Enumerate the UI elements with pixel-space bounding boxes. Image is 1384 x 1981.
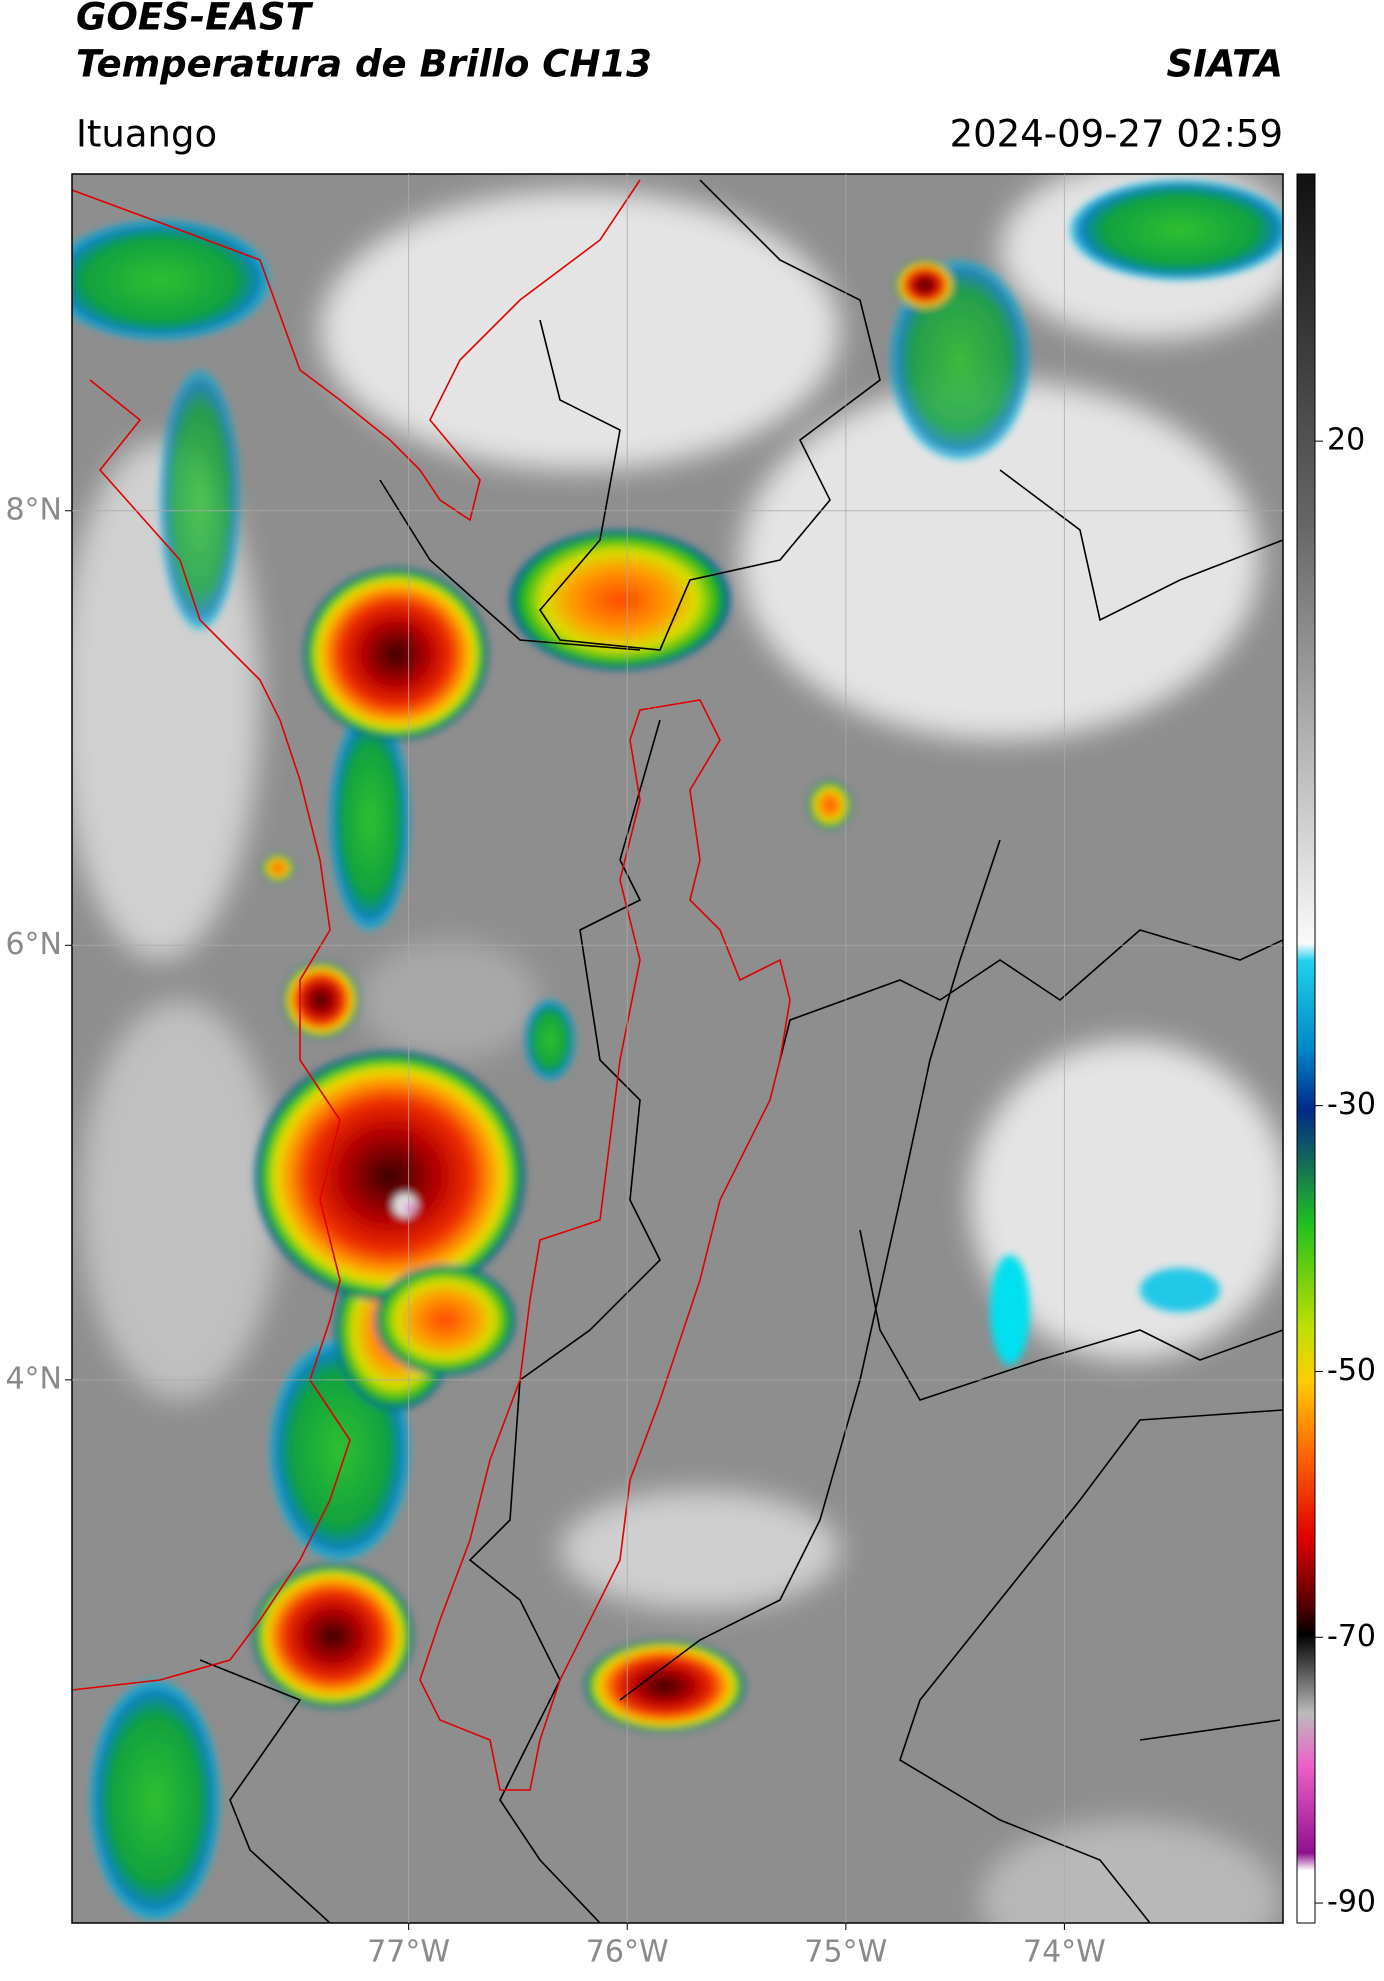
location: Ituango <box>76 113 217 156</box>
x-tick-label: 75°W <box>804 1935 887 1970</box>
colorbar <box>1296 173 1316 1924</box>
y-tick-label: 4°N <box>5 1361 62 1396</box>
satellite-image <box>72 174 1283 1923</box>
y-tick-label: 8°N <box>5 492 62 527</box>
colorbar-tick-label: -70 <box>1327 1619 1376 1654</box>
y-tick-label: 6°N <box>5 927 62 962</box>
title: GOES-EAST <box>76 0 314 39</box>
x-tick-label: 74°W <box>1023 1935 1106 1970</box>
map-frame <box>71 173 1284 1924</box>
subtitle: Temperatura de Brillo CH13 <box>76 43 652 86</box>
x-tick-label: 77°W <box>367 1935 450 1970</box>
colorbar-tick-label: -90 <box>1327 1885 1376 1920</box>
colorbar-tick-label: 20 <box>1327 423 1365 458</box>
colorbar-tick-label: -30 <box>1327 1087 1376 1122</box>
colorbar-tick-label: -50 <box>1327 1353 1376 1388</box>
overlay: 77°W 76°W 75°W 74°W 8°N 6°N 4°N 20 -30 -50 -70 -90 <box>5 174 1376 1970</box>
x-tick-label: 76°W <box>586 1935 669 1970</box>
source: SIATA <box>1166 43 1283 86</box>
timestamp: 2024-09-27 02:59 <box>950 113 1283 156</box>
